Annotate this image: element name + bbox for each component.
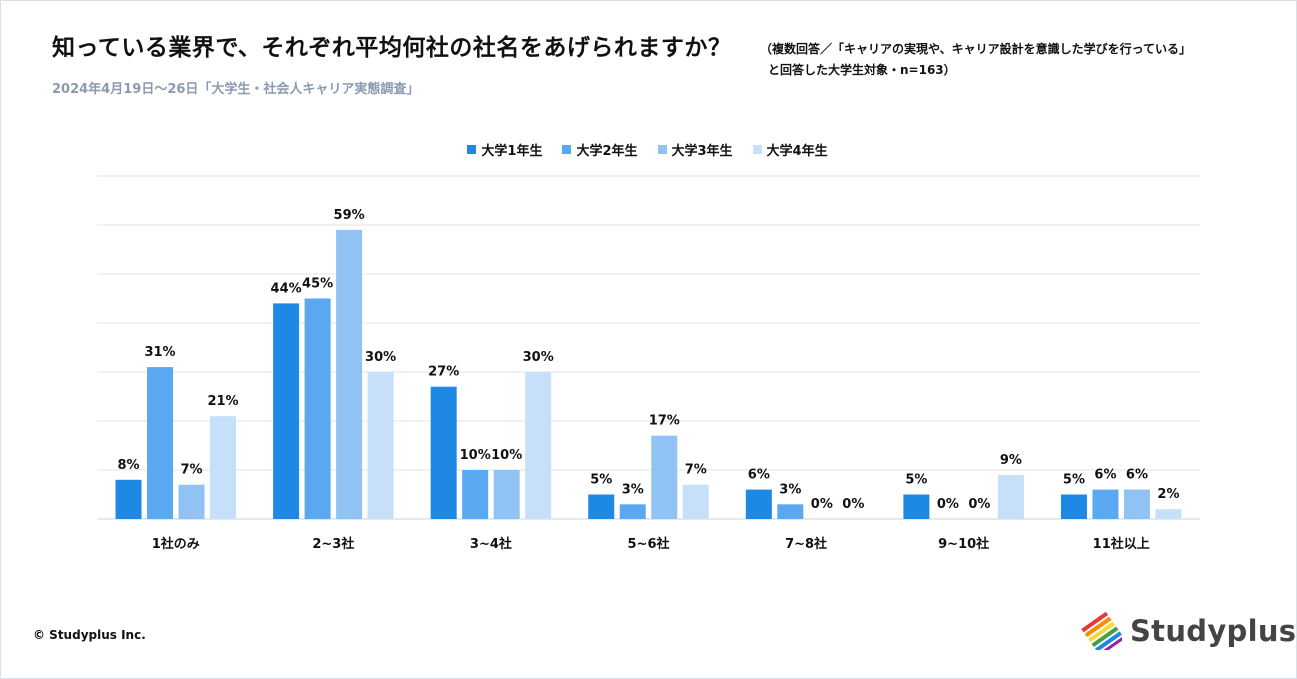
chart-subtitle: 2024年4月19日～26日「大学生・社会人キャリア実態調査」 <box>52 82 420 97</box>
bar-2-1 <box>147 367 174 519</box>
bar-3-7 <box>1123 489 1150 519</box>
data-label: 21% <box>207 394 238 409</box>
bar-2-2 <box>304 298 331 519</box>
data-label: 59% <box>334 208 365 223</box>
data-label: 6% <box>1126 468 1148 483</box>
bar-2-7 <box>1092 489 1119 519</box>
data-label: 2% <box>1157 487 1179 502</box>
legend-item-4: 大学4年生 <box>752 140 828 159</box>
legend-item-1: 大学1年生 <box>467 140 542 159</box>
data-label: 10% <box>491 448 522 463</box>
x-tick-label: 3~4社 <box>470 536 512 552</box>
legend-swatch <box>467 145 477 154</box>
bar-4-2 <box>367 372 394 519</box>
data-label: 44% <box>271 281 302 296</box>
data-label: 5% <box>1063 473 1085 488</box>
bar-1-3 <box>430 386 457 519</box>
legend-label: 大学4年生 <box>766 144 828 159</box>
x-tick-label: 5~6社 <box>628 536 670 552</box>
bar-4-1 <box>210 416 237 519</box>
legend-swatch <box>752 145 762 154</box>
bar-1-5 <box>745 489 772 519</box>
legend-swatch <box>562 145 572 154</box>
data-label: 6% <box>1094 468 1116 483</box>
bar-2-4 <box>619 504 646 519</box>
legend-swatch <box>657 145 667 154</box>
bar-1-1 <box>115 479 142 519</box>
data-label: 0% <box>937 497 959 512</box>
data-label: 0% <box>811 497 833 512</box>
chart-title: 知っている業界で、それぞれ平均何社の社名をあげられますか？ <box>52 35 732 61</box>
chart-legend: 大学1年生 大学2年生 大学3年生 大学4年生 <box>0 140 1296 159</box>
data-label: 27% <box>428 365 459 380</box>
data-label: 9% <box>1000 453 1022 468</box>
logo-text: Studyplus <box>1130 614 1297 648</box>
chart-note-line1: （複数回答／「キャリアの実現や、キャリア設計を意識した学びを行っている」 <box>760 42 1192 56</box>
bar-2-5 <box>777 504 804 519</box>
studyplus-logo: Studyplus <box>1080 612 1296 650</box>
bar-4-4 <box>682 484 709 519</box>
data-label: 7% <box>180 463 202 478</box>
data-label: 45% <box>302 277 333 292</box>
bar-3-1 <box>178 484 205 519</box>
data-label: 7% <box>685 463 707 478</box>
copyright-text: © Studyplus Inc. <box>33 628 146 642</box>
bar-4-6 <box>997 474 1024 519</box>
x-tick-label: 1社のみ <box>152 536 200 552</box>
bar-1-7 <box>1060 494 1087 519</box>
bar-3-2 <box>336 229 363 519</box>
data-label: 5% <box>590 473 612 488</box>
bar-1-6 <box>903 494 930 519</box>
data-label: 17% <box>649 414 680 429</box>
studyplus-stripes-logo-icon <box>1081 612 1122 650</box>
data-label: 30% <box>365 350 396 365</box>
data-label: 8% <box>117 458 139 473</box>
chart-note: （複数回答／「キャリアの実現や、キャリア設計を意識した学びを行っている」 と回答… <box>760 39 1191 81</box>
data-label: 31% <box>144 345 175 360</box>
bar-3-4 <box>651 435 678 519</box>
x-tick-label: 9~10社 <box>938 536 989 552</box>
data-label: 0% <box>842 497 864 512</box>
bar-2-3 <box>462 470 489 519</box>
legend-label: 大学1年生 <box>481 144 543 159</box>
data-label: 3% <box>622 482 644 497</box>
bar-4-3 <box>525 372 552 519</box>
bar-3-3 <box>493 470 520 519</box>
legend-item-2: 大学2年生 <box>562 140 638 159</box>
data-label: 5% <box>905 473 927 488</box>
bar-1-4 <box>588 494 615 519</box>
bar-4-7 <box>1155 509 1182 519</box>
x-tick-label: 11社以上 <box>1093 536 1150 552</box>
data-label: 6% <box>748 468 770 483</box>
legend-label: 大学2年生 <box>576 144 638 159</box>
legend-item-3: 大学3年生 <box>657 140 733 159</box>
legend-label: 大学3年生 <box>671 144 733 159</box>
data-label: 30% <box>523 350 554 365</box>
data-label: 10% <box>460 448 491 463</box>
data-label: 3% <box>779 482 801 497</box>
data-label: 0% <box>968 497 990 512</box>
x-tick-label: 7~8社 <box>785 536 827 552</box>
bar-1-2 <box>273 303 300 519</box>
x-tick-label: 2~3社 <box>312 536 354 552</box>
chart-note-line2: と回答した大学生対象・n=163） <box>768 63 956 77</box>
